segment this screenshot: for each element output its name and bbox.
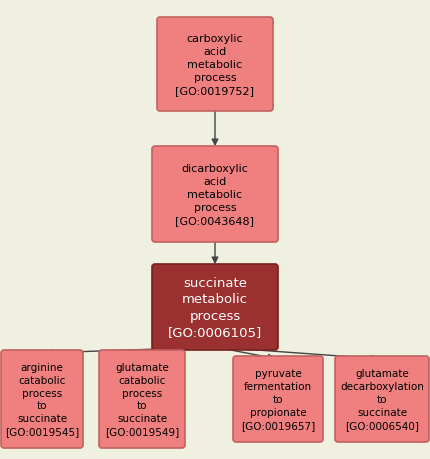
FancyBboxPatch shape: [1, 350, 83, 448]
Text: carboxylic
acid
metabolic
process
[GO:0019752]: carboxylic acid metabolic process [GO:00…: [175, 34, 255, 95]
FancyBboxPatch shape: [152, 264, 278, 350]
Text: glutamate
catabolic
process
to
succinate
[GO:0019549]: glutamate catabolic process to succinate…: [105, 362, 179, 436]
FancyBboxPatch shape: [157, 18, 273, 112]
Text: succinate
metabolic
process
[GO:0006105]: succinate metabolic process [GO:0006105]: [168, 276, 262, 338]
FancyBboxPatch shape: [152, 147, 278, 242]
FancyBboxPatch shape: [335, 356, 429, 442]
FancyBboxPatch shape: [99, 350, 185, 448]
Text: arginine
catabolic
process
to
succinate
[GO:0019545]: arginine catabolic process to succinate …: [5, 362, 79, 436]
Text: glutamate
decarboxylation
to
succinate
[GO:0006540]: glutamate decarboxylation to succinate […: [340, 369, 424, 430]
Text: pyruvate
fermentation
to
propionate
[GO:0019657]: pyruvate fermentation to propionate [GO:…: [241, 369, 315, 430]
Text: dicarboxylic
acid
metabolic
process
[GO:0043648]: dicarboxylic acid metabolic process [GO:…: [175, 164, 255, 225]
FancyBboxPatch shape: [233, 356, 323, 442]
